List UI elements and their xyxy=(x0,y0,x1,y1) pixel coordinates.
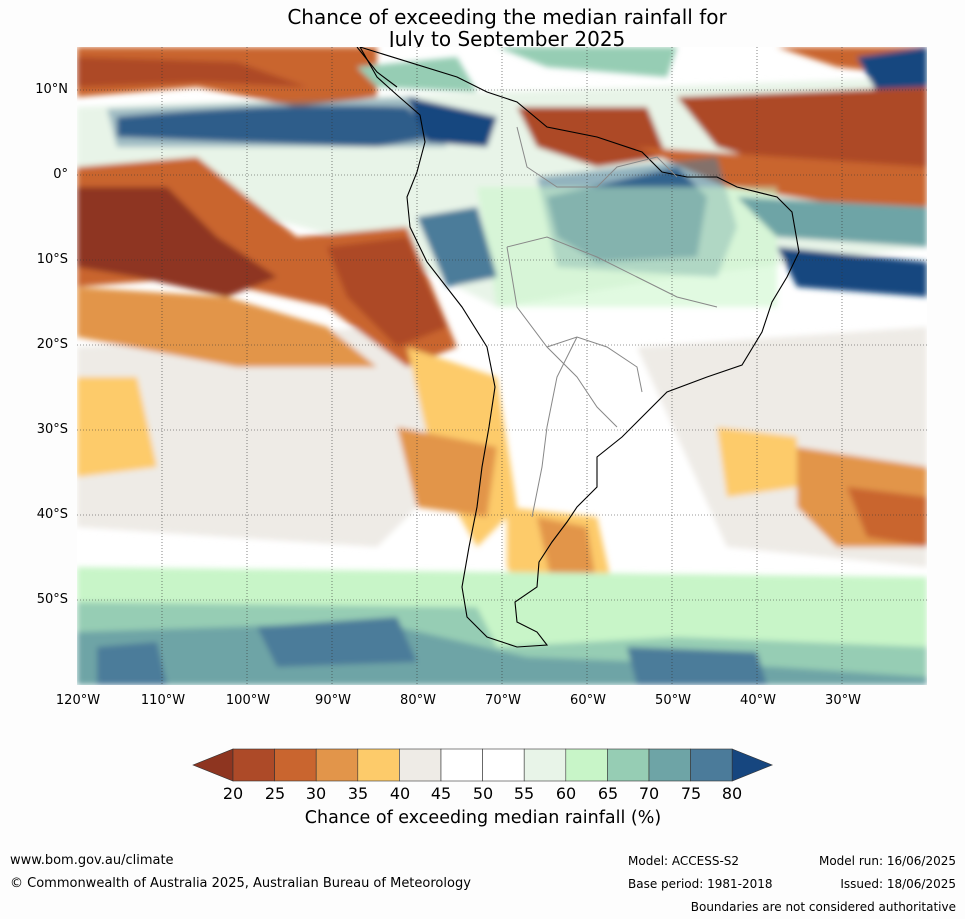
base-period: Base period: 1981-2018 xyxy=(628,877,773,891)
lon-label: 120°W xyxy=(55,693,101,708)
colorbar-tick-label: 65 xyxy=(597,784,619,803)
lat-label: 50°S xyxy=(36,592,68,607)
lat-label: 10°S xyxy=(36,252,68,267)
colorbar-tick-label: 40 xyxy=(389,784,411,803)
colorbar-cell xyxy=(482,748,525,782)
lat-label: 10°N xyxy=(35,82,68,97)
colorbar-cell xyxy=(523,748,567,782)
rainfall-probability-map xyxy=(77,47,927,685)
colorbar-extend-high xyxy=(731,748,774,782)
lon-label: 110°W xyxy=(140,693,186,708)
probability-shading xyxy=(77,47,927,685)
colorbar-cell xyxy=(315,748,359,782)
south-america-coastline xyxy=(356,47,800,648)
colorbar-tick-label: 80 xyxy=(721,784,743,803)
map-canvas xyxy=(77,47,927,685)
country-borders xyxy=(506,126,718,518)
website-link[interactable]: www.bom.gov.au/climate xyxy=(10,853,174,868)
colorbar-cell xyxy=(607,748,650,782)
lon-label: 60°W xyxy=(570,693,606,708)
colorbar-tick-label: 45 xyxy=(430,784,452,803)
colorbar-cell xyxy=(440,748,483,782)
boundaries-disclaimer: Boundaries are not considered authoritat… xyxy=(690,900,956,914)
model-name: Model: ACCESS-S2 xyxy=(628,854,740,868)
colorbar-extend-low xyxy=(192,748,234,782)
lon-label: 30°W xyxy=(825,693,861,708)
lat-label: 30°S xyxy=(36,422,68,437)
map-graticule xyxy=(77,47,927,685)
colorbar-cell xyxy=(565,748,608,782)
lon-label: 50°W xyxy=(655,693,691,708)
colorbar-cell xyxy=(399,748,442,782)
lon-label: 70°W xyxy=(485,693,521,708)
lat-label: 0° xyxy=(53,167,68,182)
lon-label: 80°W xyxy=(400,693,436,708)
map-title-line2: July to September 2025 xyxy=(388,27,626,51)
colorbar-tick-label: 30 xyxy=(305,784,327,803)
model-run-date: Model run: 16/06/2025 xyxy=(818,854,956,868)
lon-label: 40°W xyxy=(740,693,776,708)
colorbar-tick-label: 20 xyxy=(222,784,244,803)
lon-label: 100°W xyxy=(225,693,271,708)
colorbar-tick-label: 60 xyxy=(555,784,577,803)
lon-label: 90°W xyxy=(315,693,351,708)
colorbar xyxy=(192,748,774,782)
issued-date: Issued: 18/06/2025 xyxy=(840,877,956,891)
colorbar-cell xyxy=(648,748,691,782)
colorbar-tick-label: 75 xyxy=(680,784,702,803)
colorbar-tick-label: 70 xyxy=(638,784,660,803)
colorbar-tick-label: 50 xyxy=(472,784,494,803)
colorbar-tick-label: 35 xyxy=(347,784,369,803)
colorbar-tick-label: 25 xyxy=(264,784,286,803)
colorbar-tick-label: 55 xyxy=(513,784,535,803)
colorbar-cell xyxy=(232,748,275,782)
colorbar-cell xyxy=(690,748,733,782)
colorbar-cell xyxy=(357,748,400,782)
copyright-text: © Commonwealth of Australia 2025, Austra… xyxy=(10,876,471,891)
lat-label: 20°S xyxy=(36,337,68,352)
colorbar-title: Chance of exceeding median rainfall (%) xyxy=(304,808,662,828)
lat-label: 40°S xyxy=(36,507,68,522)
map-title-line1: Chance of exceeding the median rainfall … xyxy=(287,5,727,29)
colorbar-cell xyxy=(274,748,317,782)
